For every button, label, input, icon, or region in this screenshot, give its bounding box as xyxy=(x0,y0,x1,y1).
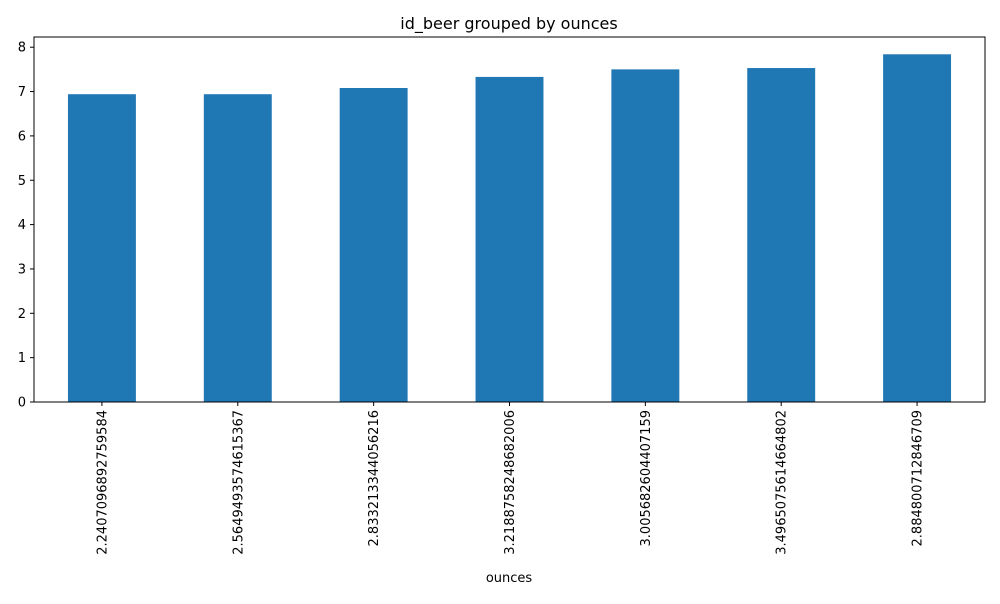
bar xyxy=(747,68,816,403)
y-tick-label: 5 xyxy=(18,174,26,189)
x-tick-label: 3.2188758248682006 xyxy=(503,410,518,555)
bar xyxy=(67,94,136,402)
bar xyxy=(475,76,544,402)
y-tick-label: 4 xyxy=(18,218,26,233)
axes-layer: 2.2407096892759584 2.5649493574615367 2.83… xyxy=(18,36,986,555)
x-axis-label: ounces xyxy=(486,571,533,586)
y-tick-label: 6 xyxy=(18,129,26,144)
chart-title: id_beer grouped by ounces xyxy=(400,14,617,34)
bars-layer xyxy=(67,54,952,403)
x-tick-label: 3.005682604407159 xyxy=(639,410,654,546)
bar xyxy=(611,69,680,402)
x-tick-label: 2.833213344056216 xyxy=(367,410,382,546)
bar xyxy=(203,94,272,402)
bar xyxy=(339,88,408,402)
y-tick-label: 3 xyxy=(18,262,26,277)
y-tick-label: 2 xyxy=(18,307,26,322)
y-tick-label: 0 xyxy=(18,396,26,411)
x-tick-label: 2.2407096892759584 xyxy=(95,410,110,555)
x-tick-label: 3.4965075614664802 xyxy=(775,410,790,555)
x-tick-label: 2.5649493574615367 xyxy=(231,410,246,555)
plot-frame xyxy=(33,36,986,403)
y-tick-label: 7 xyxy=(18,85,26,100)
y-tick-label: 1 xyxy=(18,351,26,366)
x-tick-label: 2.884800712846709 xyxy=(911,410,926,546)
y-tick-label: 8 xyxy=(18,41,26,56)
bar xyxy=(883,54,952,402)
